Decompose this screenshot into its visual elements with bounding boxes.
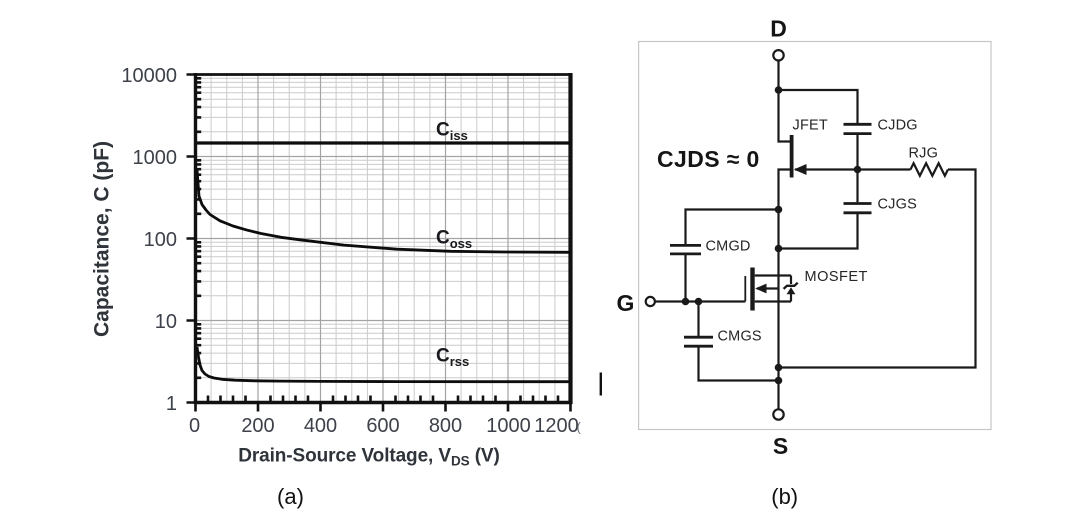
- svg-text:G: G: [617, 290, 635, 316]
- svg-text:MOSFET: MOSFET: [805, 269, 868, 285]
- svg-text:Drain-Source Voltage, VDS (V): Drain-Source Voltage, VDS (V): [238, 446, 500, 469]
- svg-text:CMGS: CMGS: [718, 328, 762, 344]
- svg-text:400: 400: [304, 415, 337, 437]
- svg-text:S: S: [773, 433, 788, 459]
- svg-text:1000: 1000: [133, 147, 178, 169]
- svg-text:JFET: JFET: [793, 117, 828, 133]
- svg-text:1000: 1000: [486, 415, 531, 437]
- svg-text:100: 100: [144, 229, 177, 251]
- svg-text:D: D: [770, 15, 787, 41]
- svg-text:200: 200: [241, 415, 274, 437]
- svg-text:1200: 1200: [534, 415, 579, 437]
- svg-text:Ciss: Ciss: [436, 120, 468, 144]
- svg-text:(: (: [577, 420, 582, 435]
- svg-text:CJGS: CJGS: [878, 197, 917, 213]
- svg-text:0: 0: [189, 415, 200, 437]
- svg-text:1: 1: [166, 393, 177, 415]
- svg-text:CJDG: CJDG: [878, 117, 918, 133]
- svg-text:CJDS ≈ 0: CJDS ≈ 0: [657, 146, 760, 172]
- svg-text:CMGD: CMGD: [706, 239, 751, 255]
- svg-text:Coss: Coss: [436, 228, 472, 252]
- svg-text:Crss: Crss: [436, 346, 469, 370]
- svg-text:RJG: RJG: [909, 145, 939, 161]
- svg-text:(a): (a): [277, 484, 304, 509]
- svg-text:800: 800: [429, 415, 462, 437]
- svg-text:10000: 10000: [121, 65, 177, 87]
- svg-text:600: 600: [366, 415, 399, 437]
- svg-text:Capacitance, C (pF): Capacitance, C (pF): [91, 141, 114, 337]
- svg-text:(b): (b): [771, 484, 798, 509]
- svg-text:10: 10: [155, 311, 177, 333]
